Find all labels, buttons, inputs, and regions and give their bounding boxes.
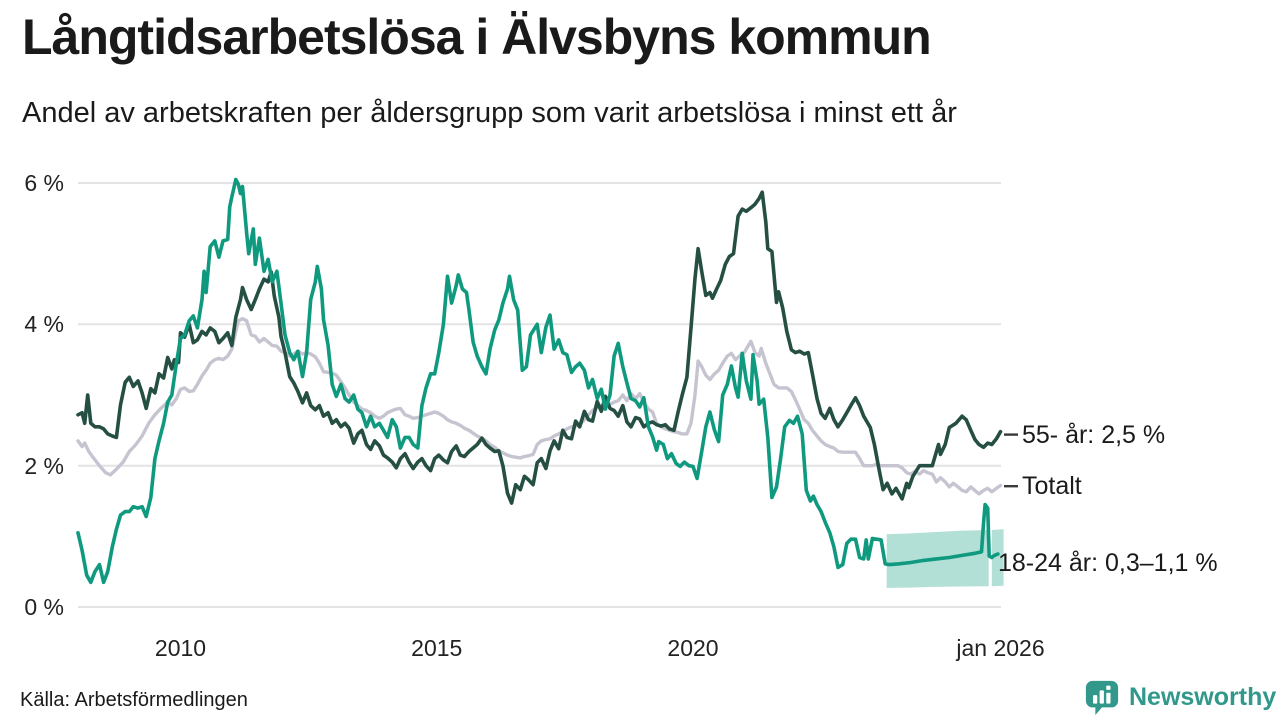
newsworthy-logo-icon	[1084, 679, 1120, 715]
series-line-18-24år	[76, 177, 1000, 585]
y-axis-label-6: 6 %	[24, 169, 64, 196]
series-end-label-2: 18-24 år: 0,3–1,1 %	[998, 549, 1218, 578]
page-title: Långtidsarbetslösa i Älvsbyns kommun	[22, 9, 932, 65]
x-axis-label-2020: 2020	[667, 635, 719, 661]
forecast-band-1	[991, 529, 1004, 587]
x-axis-label-jan-2026: jan 2026	[956, 635, 1045, 661]
y-axis-label-2: 2 %	[24, 452, 64, 479]
series-end-label-1: Totalt	[1022, 472, 1082, 501]
source-note: Källa: Arbetsförmedlingen	[20, 689, 248, 711]
newsworthy-wordmark: Newsworthy	[1129, 682, 1277, 711]
newsworthy-brand: Newsworthy	[1084, 679, 1276, 715]
series-end-label-0: 55- år: 2,5 %	[1022, 420, 1166, 449]
y-axis-label-0: 0 %	[24, 594, 64, 620]
x-axis-label-2010: 2010	[154, 635, 207, 661]
series-line-Totalt	[76, 317, 1003, 496]
series-line-55-år	[76, 190, 1003, 505]
chart-subtitle: Andel av arbetskraften per åldersgrupp s…	[22, 97, 957, 129]
x-axis-label-2015: 2015	[411, 635, 463, 661]
y-axis-label-4: 4 %	[24, 311, 64, 338]
